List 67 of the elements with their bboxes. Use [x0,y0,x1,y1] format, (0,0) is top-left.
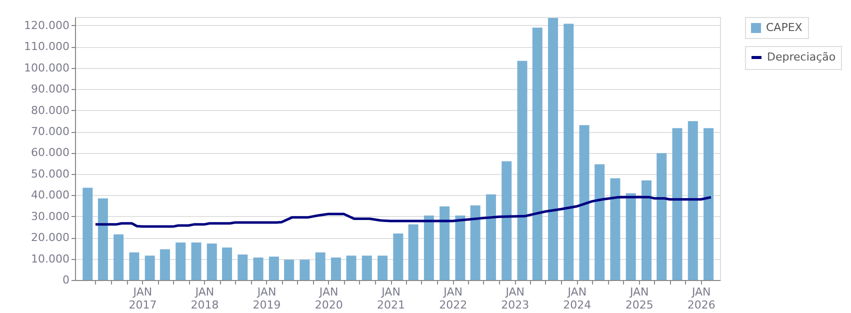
bar [440,206,450,280]
bar [315,252,326,280]
bar [564,24,574,280]
line-series [94,196,712,228]
x-tick-label: JAN 2019 [252,286,281,312]
bar [424,216,434,280]
bar [502,161,512,280]
bar [548,18,558,280]
bar [642,180,652,280]
bar [610,178,620,280]
bar [346,256,356,280]
bar [656,153,667,280]
bar [191,242,202,280]
x-tick-label: JAN 2017 [128,286,157,312]
bar [144,256,155,280]
bar [362,256,372,280]
bar [378,256,388,280]
x-tick-label: JAN 2024 [563,286,592,312]
bar [206,244,217,280]
bar [268,256,279,280]
y-tick-label: 0 [62,274,70,286]
bar [222,248,232,280]
bar [688,121,698,280]
y-tick-label: 10.000 [31,252,70,266]
bar [532,28,542,280]
bar [626,193,636,280]
x-tick-label: JAN 2025 [625,286,654,312]
bar [238,254,248,280]
bar [704,128,714,280]
x-tick-label: JAN 2023 [501,286,530,312]
x-tick-label: JAN 2026 [687,286,716,312]
y-tick-label: 90.000 [31,82,70,96]
legend-label: CAPEX [766,21,803,34]
y-tick-label: 60.000 [31,146,70,160]
y-tick-label: 40.000 [31,188,70,202]
y-tick-label: 20.000 [31,231,70,244]
y-tick-label: 30.000 [31,210,70,223]
x-tick-label: JAN 2018 [190,286,219,312]
bar [98,198,108,280]
bar [114,234,124,280]
legend-label: Depreciação [767,50,836,64]
bar [253,258,264,280]
bar [82,188,93,280]
bar [300,260,310,280]
x-tick-label: JAN 2022 [439,286,468,312]
bar [176,242,186,280]
y-tick-label: 120.000 [24,18,70,32]
bar [129,252,140,280]
bar [160,249,170,280]
bar [594,164,605,280]
bar [330,258,341,280]
bar [393,234,404,280]
y-tick-label: 50.000 [31,167,70,180]
x-tick-label: JAN 2021 [377,286,406,312]
bar [517,60,528,280]
bar [672,128,682,280]
y-tick-label: 100.000 [24,61,70,74]
x-tick-label: JAN 2020 [314,286,343,312]
bar [284,260,294,280]
y-tick-label: 70.000 [31,125,70,138]
y-tick-label: 110.000 [24,40,70,54]
y-tick-label: 80.000 [31,104,70,117]
bar [579,125,590,280]
bar [455,216,466,280]
bar [486,194,496,280]
bar [408,224,418,280]
bar [470,205,480,280]
